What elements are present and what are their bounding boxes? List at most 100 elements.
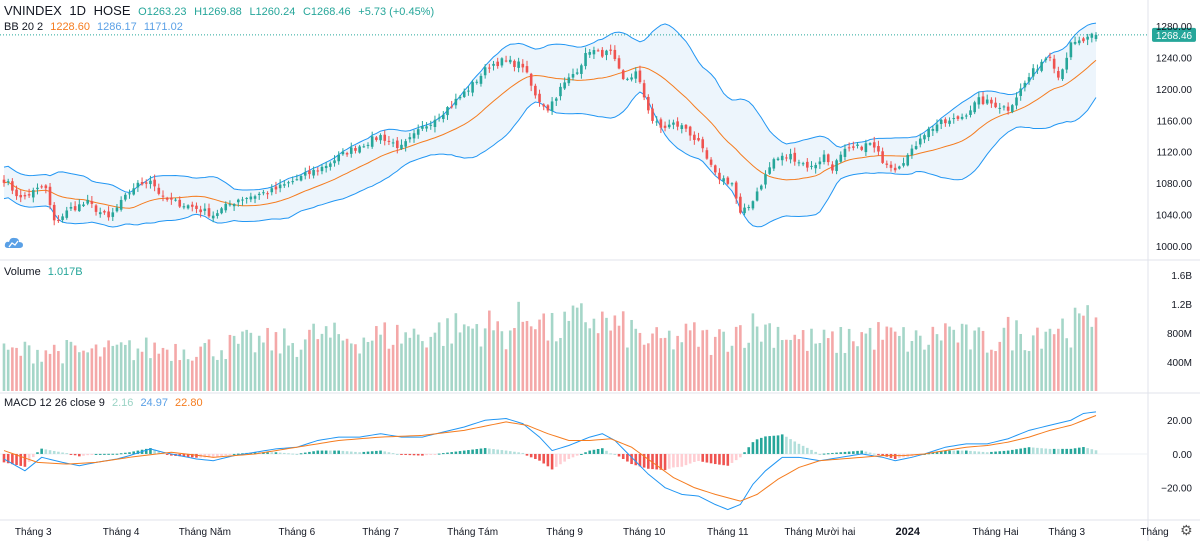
volume-bar [73,345,77,391]
volume-bar [1015,320,1018,391]
volume-bar [462,324,466,391]
macd-histogram-bar [119,453,123,455]
candle-body [944,119,947,124]
macd-histogram-bar [734,453,738,461]
macd-legend[interactable]: MACD 12 26 close 9 2.16 24.97 22.80 [4,397,207,409]
volume-bar [182,349,186,391]
volume-bar [31,363,35,391]
macd-histogram-bar [1086,448,1089,454]
macd-histogram-bar [416,453,420,456]
candle-body [785,157,788,159]
volume-bar [136,348,140,391]
candle-body [810,165,813,167]
candle-body [642,83,646,98]
candle-body [1073,41,1077,44]
bollinger-upper-line [3,22,1097,194]
macd-histogram-bar [475,449,479,454]
gear-icon[interactable]: ⚙ [1180,522,1193,538]
macd-histogram-bar [990,451,993,454]
candle-body [521,63,525,68]
time-axis-tick-label: Tháng Năm [179,527,231,538]
volume-bar [366,341,370,391]
volume-bar [467,326,470,391]
candle-body [1077,40,1081,44]
volume-bar [199,346,202,391]
symbol-name[interactable]: VNINDEX [4,3,62,18]
candle-body [245,197,248,199]
candle-body [1065,57,1069,70]
macd-histogram-bar [676,453,679,468]
macd-histogram-bar [651,453,654,470]
volume-bar [274,332,278,391]
volume-bar [278,353,282,391]
macd-histogram-bar [688,453,692,464]
volume-axis-tick-label: 1.2B [1171,300,1192,311]
candle-body [78,204,81,212]
macd-histogram-bar [739,453,742,458]
volume-bar [333,322,336,391]
macd-histogram-bar [48,450,52,454]
volume-bar [1057,328,1060,391]
macd-histogram-bar [458,451,462,454]
volume-bar [454,313,458,391]
candle-body [337,154,341,162]
volume-bar [596,333,600,391]
volume-bar [216,359,219,391]
volume-bar [492,330,495,391]
macd-histogram-bar [575,453,579,456]
macd-histogram-bar [408,453,412,456]
bollinger-legend[interactable]: BB 20 2 1228.60 1286.17 1171.02 [4,21,187,33]
candle-body [889,164,893,168]
candle-body [400,144,403,149]
candle-body [429,124,433,126]
candle-body [2,179,6,183]
macd-histogram-bar [425,453,428,456]
macd-histogram-bar [931,452,935,454]
macd-histogram-bar [730,453,734,463]
volume-bar [743,347,746,391]
macd-histogram-bar [960,450,964,454]
volume-bar [546,340,550,391]
volume-bar [375,326,378,391]
macd-histogram-bar [11,453,14,465]
volume-bar [299,349,303,391]
macd-histogram-bar [82,453,85,456]
volume-legend[interactable]: Volume 1.017B [4,266,87,278]
interval[interactable]: 1D [69,3,87,18]
macd-histogram-bar [395,453,399,455]
volume-bar [663,337,667,391]
volume-bar [500,331,504,391]
candle-body [1036,69,1039,71]
volume-bar [249,332,253,391]
volume-bar [688,330,692,391]
tradingview-cloud-icon[interactable] [4,236,24,250]
candle-body [1027,77,1031,82]
volume-bar [345,338,349,391]
candle-body [688,126,692,136]
volume-bar [793,334,797,391]
macd-histogram-bar [701,453,705,462]
bb-lower-value: 1171.02 [143,21,183,33]
macd-histogram-bar [1019,448,1022,454]
macd-histogram-bar [320,450,324,454]
volume-bar [291,343,294,391]
candle-body [6,181,10,183]
volume-bar [948,326,951,391]
volume-bar [513,328,516,391]
macd-histogram-bar [190,453,194,458]
macd-histogram-bar [793,441,797,454]
volume-bar [115,344,119,391]
volume-bar [898,335,901,391]
volume-bar [990,349,993,391]
macd-histogram-bar [98,453,102,455]
volume-bar [571,305,575,391]
macd-histogram-bar [642,453,646,468]
macd-histogram-bar [220,453,223,456]
candle-body [1069,42,1073,58]
candle-body [626,78,629,80]
volume-bar [245,329,248,391]
macd-histogram-bar [69,453,73,455]
macd-hist-value: 2.16 [111,397,134,409]
macd-histogram-bar [852,451,855,454]
